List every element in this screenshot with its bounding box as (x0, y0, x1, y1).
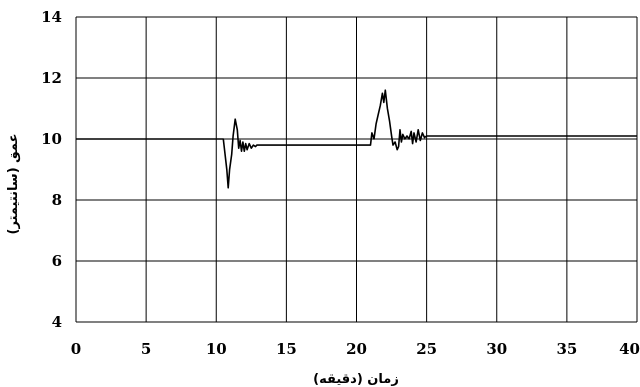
x-tick-label: 10 (206, 340, 227, 358)
y-tick-label: 6 (52, 252, 62, 270)
y-axis-label: عمق (سانتیمتر) (6, 134, 21, 235)
gridlines (75, 16, 638, 323)
x-tick-label: 0 (71, 340, 81, 358)
y-tick-label: 4 (52, 313, 62, 331)
x-tick-label: 25 (416, 340, 437, 358)
y-tick-label: 14 (41, 8, 62, 26)
x-tick-label: 15 (276, 340, 297, 358)
x-axis-label: زمان (دقیقه) (313, 372, 399, 387)
x-tick-label: 40 (619, 340, 640, 358)
x-tick-labels: 0 5 10 15 20 25 30 35 40 (71, 340, 640, 358)
y-tick-label: 8 (52, 191, 62, 209)
x-tick-label: 35 (556, 340, 577, 358)
y-tick-label: 10 (41, 130, 62, 148)
x-tick-label: 20 (346, 340, 367, 358)
x-tick-label: 5 (141, 340, 151, 358)
y-tick-label: 12 (41, 69, 62, 87)
y-tick-labels: 4 6 8 10 12 14 (41, 8, 62, 331)
x-tick-label: 30 (486, 340, 507, 358)
depth-series-line (76, 89, 637, 189)
